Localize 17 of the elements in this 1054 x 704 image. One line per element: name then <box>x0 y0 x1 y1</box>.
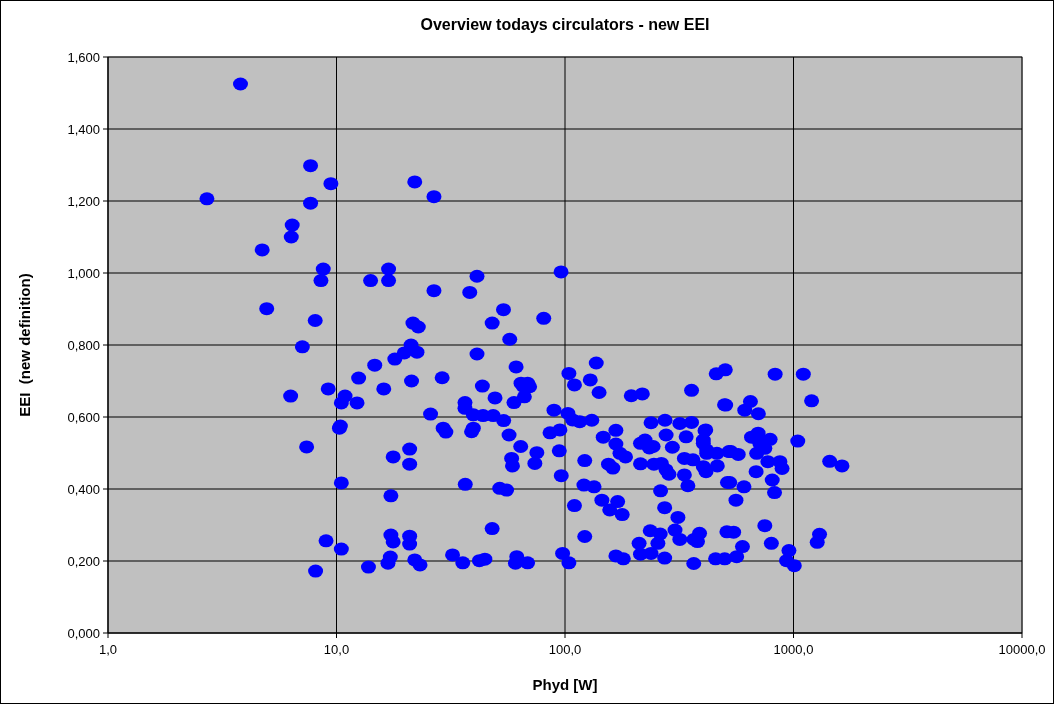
x-tick-label: 10,0 <box>323 642 350 657</box>
x-tick-label: 10000,0 <box>998 642 1046 657</box>
x-axis-title: Phyd [W] <box>532 676 598 693</box>
chart-title: Overview todays circulators - new EEI <box>420 16 710 33</box>
y-axis-title: EEI (new definition) <box>16 273 33 417</box>
y-tick-label: 0,400 <box>67 481 100 497</box>
y-tick-label: 1,400 <box>67 121 100 137</box>
y-tick-label: 1,000 <box>67 265 100 281</box>
y-tick-label: 0,800 <box>67 337 100 353</box>
x-tick-label: 1,0 <box>98 642 118 657</box>
y-tick-label: 0,000 <box>67 625 100 641</box>
x-tick-label: 100,0 <box>548 642 582 657</box>
x-tick-label: 1000,0 <box>773 642 814 657</box>
y-tick-label: 0,200 <box>67 553 100 569</box>
y-tick-label: 1,600 <box>67 49 100 65</box>
y-tick-label: 1,200 <box>67 193 100 209</box>
y-tick-label: 0,600 <box>67 409 100 425</box>
